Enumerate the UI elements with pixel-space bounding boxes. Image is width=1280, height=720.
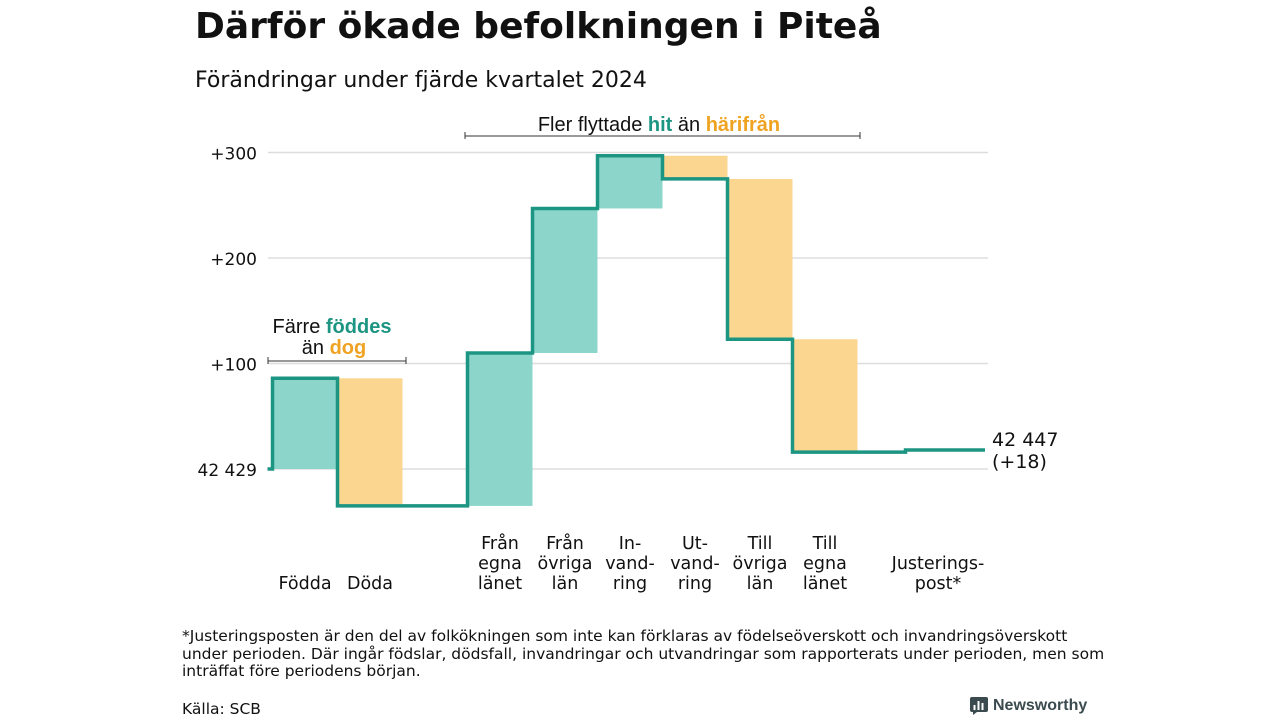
births-annotation-highlight: föddes: [326, 316, 392, 338]
waterfall-chart: 42 429 +100 +200 +300 42 447(+18) Födda Döda Fr…: [198, 113, 1059, 594]
births-annotation-text: än: [302, 337, 330, 359]
y-tick-label: +200: [210, 250, 257, 270]
waterfall-bar: [337, 378, 403, 506]
births-annotation-line2: än dog: [302, 337, 366, 359]
category-label-line: ring: [613, 574, 647, 594]
category-label-line: post*: [915, 574, 962, 594]
category-label-line: Från: [481, 533, 519, 554]
category-label-line: Till: [747, 534, 773, 554]
category-label: Döda: [347, 574, 393, 594]
category-label: Från övriga län: [538, 533, 593, 594]
category-label-line: vand-: [670, 554, 720, 574]
source-note: Källa: SCB: [182, 700, 261, 718]
chart-subtitle: Förändringar under fjärde kvartalet 2024: [195, 68, 647, 93]
category-label-line: länet: [478, 574, 522, 594]
footnote: *Justeringsposten är den del av folkökni…: [182, 627, 1105, 680]
cumulative-step-line: [267, 153, 985, 508]
end-value-label: 42 447: [992, 429, 1058, 451]
category-label: Till egna länet: [803, 534, 847, 594]
category-label-line: Ut-: [682, 534, 708, 554]
waterfall-bar: [272, 378, 338, 469]
chart-title: Därför ökade befolkningen i Piteå: [195, 6, 882, 47]
migration-annotation-text: än: [672, 114, 705, 136]
category-label-line: ring: [678, 574, 712, 594]
births-annotation-line1: Färre föddes: [273, 316, 392, 338]
category-label-line: län: [552, 574, 579, 594]
category-label-line: egna: [803, 554, 847, 574]
migration-annotation-highlight: hit: [648, 114, 673, 136]
category-label: Till övriga län: [733, 534, 788, 594]
brand-name: Newsworthy: [993, 697, 1088, 714]
waterfall-bar: [662, 155, 728, 179]
category-label-line: vand-: [605, 554, 655, 574]
waterfall-bar: [467, 352, 533, 506]
migration-annotation-text: Fler flyttade: [538, 114, 648, 136]
category-label-line: län: [747, 574, 774, 594]
baseline-label: 42 429: [198, 461, 257, 481]
category-label-line: Till: [812, 534, 838, 554]
births-annotation-highlight: dog: [330, 337, 367, 359]
births-annotation-text: Färre: [273, 316, 326, 338]
migration-annotation-highlight: härifrån: [706, 113, 780, 136]
category-label-line: länet: [803, 574, 847, 594]
category-label: Ut-vand-ring: [670, 534, 720, 594]
category-label-line: Födda: [278, 574, 331, 594]
category-label-line: Justerings-: [891, 554, 985, 574]
end-change-label: (+18): [992, 451, 1047, 473]
category-label: In-vand-ring: [605, 534, 655, 594]
waterfall-bar: [792, 339, 858, 453]
category-label-line: övriga: [538, 554, 593, 574]
migration-annotation: Fler flyttade hit än härifrån: [538, 113, 780, 136]
waterfall-bar: [597, 155, 663, 209]
category-label-line: egna: [478, 554, 522, 574]
category-label-line: Döda: [347, 574, 393, 594]
category-label-line: In-: [619, 534, 642, 554]
category-label-line: Från: [546, 533, 584, 554]
waterfall-bar: [727, 178, 793, 340]
bar-chart-icon: [970, 697, 988, 715]
category-label: Från egna länet: [478, 533, 522, 594]
category-label: Justerings-post*: [891, 554, 985, 594]
category-label: Födda: [278, 574, 331, 594]
y-tick-label: +100: [210, 356, 257, 376]
category-label-line: övriga: [733, 554, 788, 574]
waterfall-bar: [532, 208, 598, 353]
y-tick-label: +300: [210, 145, 257, 165]
brand-logo: Newsworthy: [970, 697, 1087, 715]
